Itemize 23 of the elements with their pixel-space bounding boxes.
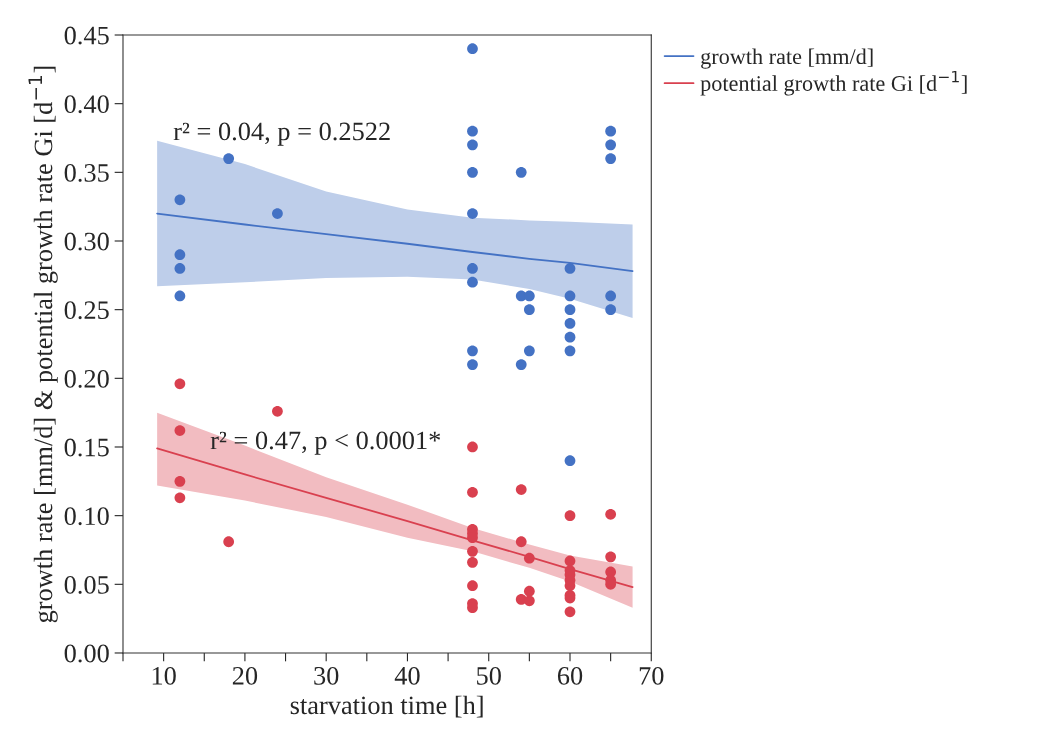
- y-tick-label: 0.40: [64, 95, 109, 114]
- x-tick-label: 40: [394, 666, 420, 685]
- y-tick-label: 0.30: [64, 232, 109, 251]
- x-tick-label: 10: [152, 666, 176, 685]
- y-axis-title: growth rate [mm/d] & potential growth rate Gi [d$^{−1}$]: [28, 66, 58, 623]
- legend-label: growth rate [mm/d]: [701, 48, 873, 69]
- x-tick-label: 30: [314, 666, 339, 685]
- y-tick-label: 0.00: [64, 644, 109, 663]
- x-tick-label: 70: [639, 666, 664, 685]
- y-tick-label: 0.45: [64, 26, 109, 45]
- y-tick-label: 0.20: [64, 369, 109, 388]
- x-axis-title: starvation time [h]: [290, 695, 483, 718]
- x-tick-label: 50: [477, 666, 501, 685]
- y-tick-label: 0.25: [64, 301, 109, 320]
- x-tick-label: 20: [232, 666, 258, 685]
- legend-label: potential growth rate Gi [d$^{−1}$]: [700, 70, 967, 96]
- y-tick-label: 0.15: [64, 438, 109, 457]
- y-tick-label: 0.35: [64, 163, 109, 182]
- x-tick-label: 60: [557, 666, 583, 685]
- y-tick-label: 0.10: [64, 507, 109, 526]
- annotation: r² = 0.47, p < 0.0001*: [210, 431, 441, 455]
- annotation: r² = 0.04, p = 0.2522: [173, 122, 390, 146]
- y-tick-label: 0.05: [64, 575, 109, 594]
